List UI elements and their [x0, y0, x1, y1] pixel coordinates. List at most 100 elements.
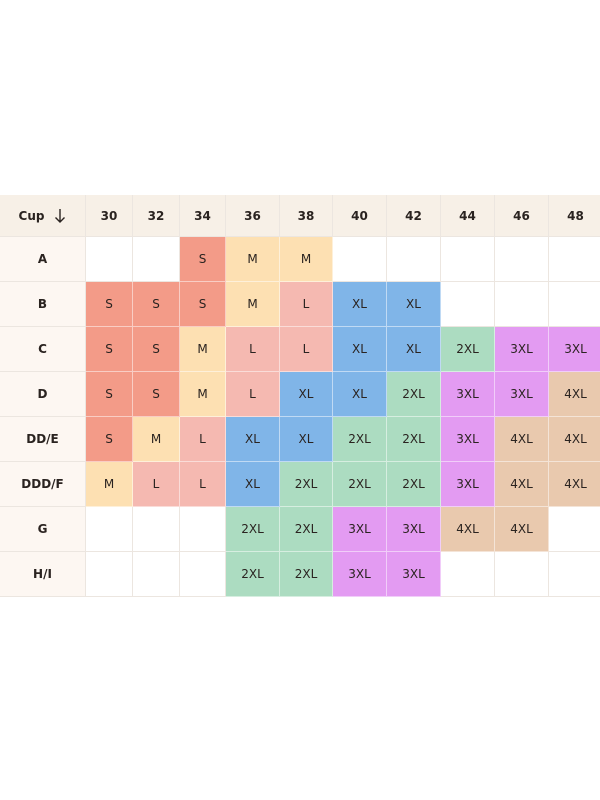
size-cell: XL: [387, 327, 441, 372]
empty-cell: [86, 237, 133, 282]
size-cell: 3XL: [549, 327, 600, 372]
band-size-header: 46: [495, 195, 549, 237]
size-cell: XL: [333, 372, 387, 417]
size-cell: S: [180, 237, 226, 282]
size-cell: 4XL: [495, 417, 549, 462]
size-cell: XL: [387, 282, 441, 327]
band-size-header: 44: [441, 195, 495, 237]
size-cell: 2XL: [387, 462, 441, 507]
size-cell: 2XL: [387, 417, 441, 462]
size-cell: L: [133, 462, 180, 507]
size-cell: S: [86, 417, 133, 462]
cup-label: H/I: [0, 552, 86, 597]
size-cell: S: [86, 327, 133, 372]
empty-cell: [387, 237, 441, 282]
size-cell: XL: [226, 417, 280, 462]
size-cell: 4XL: [441, 507, 495, 552]
size-cell: 2XL: [333, 417, 387, 462]
empty-cell: [86, 507, 133, 552]
empty-cell: [441, 237, 495, 282]
cup-label: D: [0, 372, 86, 417]
size-cell: S: [86, 282, 133, 327]
size-cell: S: [86, 372, 133, 417]
band-size-header: 34: [180, 195, 226, 237]
empty-cell: [133, 552, 180, 597]
size-cell: 4XL: [495, 507, 549, 552]
size-cell: 3XL: [333, 507, 387, 552]
size-cell: 2XL: [441, 327, 495, 372]
band-size-header: 30: [86, 195, 133, 237]
size-cell: L: [180, 417, 226, 462]
size-cell: S: [133, 282, 180, 327]
size-cell: XL: [333, 282, 387, 327]
size-cell: XL: [280, 372, 333, 417]
empty-cell: [495, 552, 549, 597]
size-cell: 3XL: [387, 552, 441, 597]
cup-label: G: [0, 507, 86, 552]
empty-cell: [441, 552, 495, 597]
size-cell: 4XL: [549, 462, 600, 507]
size-cell: L: [280, 282, 333, 327]
size-cell: 2XL: [226, 507, 280, 552]
size-cell: M: [180, 327, 226, 372]
size-cell: 2XL: [280, 462, 333, 507]
band-size-header: 36: [226, 195, 280, 237]
band-size-header: 42: [387, 195, 441, 237]
band-size-header: 32: [133, 195, 180, 237]
size-cell: 4XL: [495, 462, 549, 507]
size-cell: M: [86, 462, 133, 507]
size-cell: M: [226, 237, 280, 282]
band-size-header: 48: [549, 195, 600, 237]
size-table: Cup 30 32 34 36 38 40 42 44 46 48 A S M M B S S S M L XL XL C S…: [0, 195, 600, 600]
size-cell: L: [226, 372, 280, 417]
empty-cell: [180, 507, 226, 552]
size-cell: L: [226, 327, 280, 372]
size-cell: 2XL: [333, 462, 387, 507]
cup-label: C: [0, 327, 86, 372]
empty-cell: [180, 552, 226, 597]
empty-cell: [333, 237, 387, 282]
empty-cell: [441, 282, 495, 327]
size-cell: 3XL: [495, 327, 549, 372]
size-cell: 3XL: [441, 462, 495, 507]
size-cell: M: [180, 372, 226, 417]
cup-label: A: [0, 237, 86, 282]
empty-cell: [495, 282, 549, 327]
empty-cell: [549, 552, 600, 597]
size-cell: 2XL: [280, 552, 333, 597]
empty-cell: [133, 507, 180, 552]
empty-cell: [549, 237, 600, 282]
cup-label: DDD/F: [0, 462, 86, 507]
cup-header: Cup: [0, 195, 86, 237]
size-cell: 3XL: [495, 372, 549, 417]
size-cell: 2XL: [226, 552, 280, 597]
cup-header-label: Cup: [18, 208, 45, 223]
size-cell: 3XL: [333, 552, 387, 597]
size-cell: S: [180, 282, 226, 327]
size-cell: XL: [333, 327, 387, 372]
cup-label: DD/E: [0, 417, 86, 462]
size-cell: M: [280, 237, 333, 282]
size-cell: L: [280, 327, 333, 372]
size-cell: 3XL: [441, 372, 495, 417]
empty-cell: [549, 507, 600, 552]
size-cell: M: [133, 417, 180, 462]
size-cell: XL: [226, 462, 280, 507]
size-cell: M: [226, 282, 280, 327]
empty-cell: [495, 237, 549, 282]
size-cell: 3XL: [441, 417, 495, 462]
size-cell: S: [133, 372, 180, 417]
empty-cell: [133, 237, 180, 282]
empty-cell: [549, 282, 600, 327]
size-cell: 4XL: [549, 372, 600, 417]
size-cell: 2XL: [387, 372, 441, 417]
cup-label: B: [0, 282, 86, 327]
size-cell: XL: [280, 417, 333, 462]
size-cell: 3XL: [387, 507, 441, 552]
size-cell: 2XL: [280, 507, 333, 552]
band-size-header: 40: [333, 195, 387, 237]
size-cell: 4XL: [549, 417, 600, 462]
size-cell: L: [180, 462, 226, 507]
empty-cell: [86, 552, 133, 597]
